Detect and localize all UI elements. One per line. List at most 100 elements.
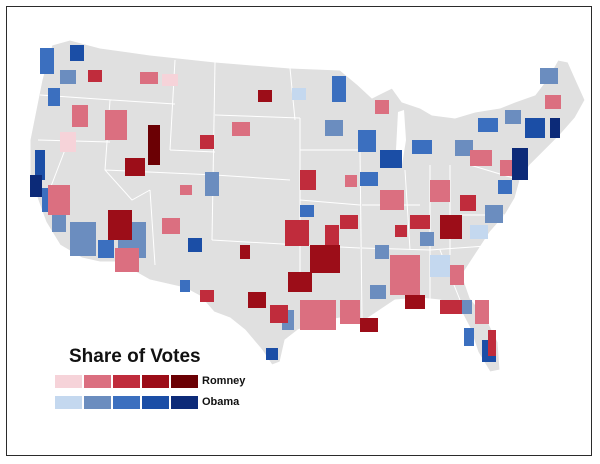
county-romney [162, 218, 180, 234]
county-obama [60, 70, 76, 84]
county-romney [270, 305, 288, 323]
county-romney [340, 300, 360, 324]
county-romney [325, 225, 339, 245]
county-romney [240, 245, 250, 259]
county-romney [285, 220, 309, 246]
county-romney [450, 265, 464, 285]
county-obama [478, 118, 498, 132]
county-obama [70, 222, 96, 256]
romney-counties [48, 70, 561, 356]
legend-title: Share of Votes [69, 346, 201, 367]
legend: Share of Votes Romney Obama [55, 346, 265, 416]
county-romney [115, 248, 139, 272]
county-romney [180, 185, 192, 195]
county-obama [360, 172, 378, 186]
county-romney [88, 70, 102, 82]
county-obama [470, 225, 488, 239]
county-romney [310, 245, 340, 273]
county-obama [412, 140, 432, 154]
county-romney [375, 100, 389, 114]
county-obama [512, 148, 528, 180]
county-romney [440, 215, 462, 239]
county-obama [266, 348, 278, 360]
county-obama [464, 328, 474, 346]
county-romney [395, 225, 407, 237]
county-romney [488, 330, 496, 356]
county-romney [60, 132, 76, 152]
county-romney [232, 122, 250, 136]
county-obama [180, 280, 190, 292]
romney-swatch-3 [113, 375, 140, 388]
county-romney [300, 300, 336, 330]
county-romney [500, 160, 512, 176]
county-romney [390, 255, 420, 295]
county-obama [525, 118, 545, 138]
county-romney [470, 150, 492, 166]
county-obama [30, 175, 42, 197]
county-romney [162, 74, 178, 86]
county-obama [485, 205, 503, 223]
county-romney [48, 185, 70, 215]
county-obama [52, 212, 66, 232]
county-obama [205, 172, 219, 196]
county-obama [420, 232, 434, 246]
county-romney [125, 158, 145, 176]
county-obama [375, 245, 389, 259]
obama-swatch-5 [171, 396, 198, 409]
county-romney [140, 72, 158, 84]
obama-swatch-1 [55, 396, 82, 409]
county-romney [430, 180, 450, 202]
county-obama [370, 285, 386, 299]
obama-swatch-row [55, 396, 198, 409]
county-romney [105, 110, 127, 140]
county-obama [325, 120, 343, 136]
romney-swatch-row [55, 375, 198, 388]
county-romney [380, 190, 404, 210]
county-romney [108, 210, 132, 240]
county-obama [380, 150, 402, 168]
obama-swatch-2 [84, 396, 111, 409]
county-romney [148, 125, 160, 165]
romney-label: Romney [202, 375, 246, 387]
county-romney [200, 290, 214, 302]
county-obama [358, 130, 376, 152]
romney-swatch-4 [142, 375, 169, 388]
county-obama [505, 110, 521, 124]
county-obama [188, 238, 202, 252]
romney-swatch-5 [171, 375, 198, 388]
county-obama [292, 88, 306, 100]
county-romney [545, 95, 561, 109]
county-romney [248, 292, 266, 308]
romney-swatch-2 [84, 375, 111, 388]
county-obama [550, 118, 560, 138]
county-romney [360, 318, 378, 332]
county-romney [200, 135, 214, 149]
county-romney [288, 272, 312, 292]
county-obama [460, 300, 472, 314]
county-romney [475, 300, 489, 324]
county-obama [430, 255, 450, 277]
county-obama [455, 140, 473, 156]
county-obama [40, 48, 54, 74]
obama-swatch-4 [142, 396, 169, 409]
obama-label: Obama [202, 396, 240, 408]
obama-swatch-3 [113, 396, 140, 409]
county-romney [345, 175, 357, 187]
county-obama [498, 180, 512, 194]
county-obama [540, 68, 558, 84]
county-romney [340, 215, 358, 229]
county-obama [98, 240, 114, 258]
county-obama [70, 45, 84, 61]
county-romney [300, 170, 316, 190]
county-romney [258, 90, 272, 102]
county-obama [48, 88, 60, 106]
county-obama [300, 205, 314, 217]
county-romney [72, 105, 88, 127]
county-romney [405, 295, 425, 309]
romney-swatch-1 [55, 375, 82, 388]
county-romney [440, 300, 462, 314]
county-romney [460, 195, 476, 211]
county-obama [332, 76, 346, 102]
county-romney [410, 215, 430, 229]
